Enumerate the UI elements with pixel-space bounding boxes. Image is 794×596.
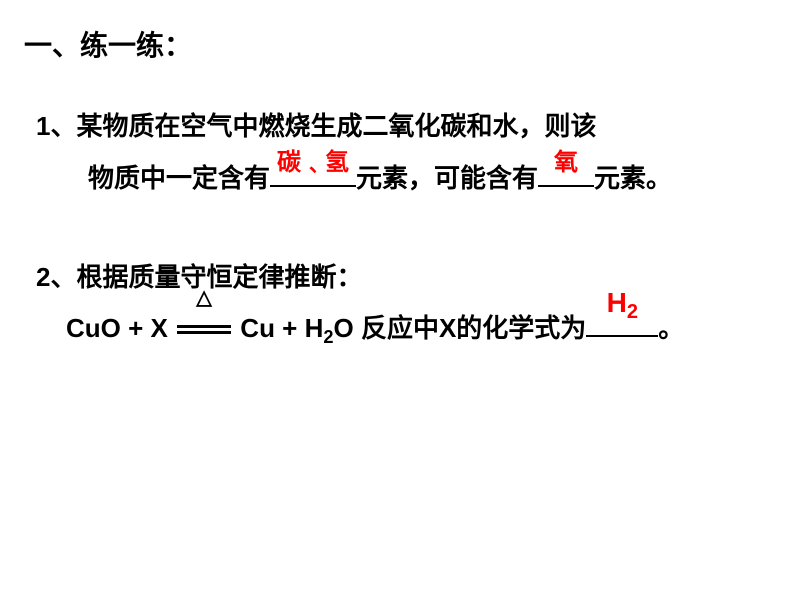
q1-text-part2a: 物质中一定含有 [88, 163, 270, 193]
q2-eq-right: Cu + H [233, 313, 323, 343]
q2-line2: CuO + X △ Cu + H2O 反应中X的化学式为H2。 [66, 303, 764, 356]
q1-blank1-answer: 碳﹑氢 [270, 139, 356, 187]
triangle-icon: △ [196, 279, 211, 318]
q2-text-line1: 根据质量守恒定律推断： [76, 262, 362, 292]
q2-reaction-symbol: △ [175, 303, 233, 354]
q2-number: 2、 [36, 262, 76, 292]
q2-h2o-sub: 2 [323, 327, 333, 347]
q1-blank2: 氧 [538, 152, 594, 204]
q1-line2: 物质中一定含有碳﹑氢元素，可能含有氧元素。 [88, 152, 764, 204]
section-heading: 一、练一练： [24, 24, 764, 64]
q2-tail: 。 [658, 313, 684, 343]
question-2: 2、根据质量守恒定律推断： CuO + X △ Cu + H2O 反应中X的化学… [36, 252, 764, 355]
q1-blank1: 碳﹑氢 [270, 152, 356, 204]
q2-answer-h: H [607, 287, 627, 318]
q1-line1: 1、某物质在空气中燃烧生成二氧化碳和水，则该 [36, 100, 764, 152]
q2-answer-sub: 2 [627, 301, 638, 323]
q2-blank-answer: H2 [586, 276, 658, 332]
q1-text-part2c: 元素。 [594, 163, 672, 193]
slide-content: 一、练一练： 1、某物质在空气中燃烧生成二氧化碳和水，则该 物质中一定含有碳﹑氢… [0, 0, 794, 379]
q1-text-part1: 某物质在空气中燃烧生成二氧化碳和水，则该 [76, 111, 596, 141]
q1-blank2-answer: 氧 [538, 139, 594, 187]
q2-blank: H2 [586, 303, 658, 354]
q1-number: 1、 [36, 111, 76, 141]
equals-line [177, 325, 231, 334]
question-1: 1、某物质在空气中燃烧生成二氧化碳和水，则该 物质中一定含有碳﹑氢元素，可能含有… [36, 100, 764, 204]
q2-eq-right2: O 反应中X的化学式为 [334, 313, 587, 343]
q1-text-part2b: 元素，可能含有 [356, 163, 538, 193]
q2-eq-left: CuO + X [66, 313, 175, 343]
